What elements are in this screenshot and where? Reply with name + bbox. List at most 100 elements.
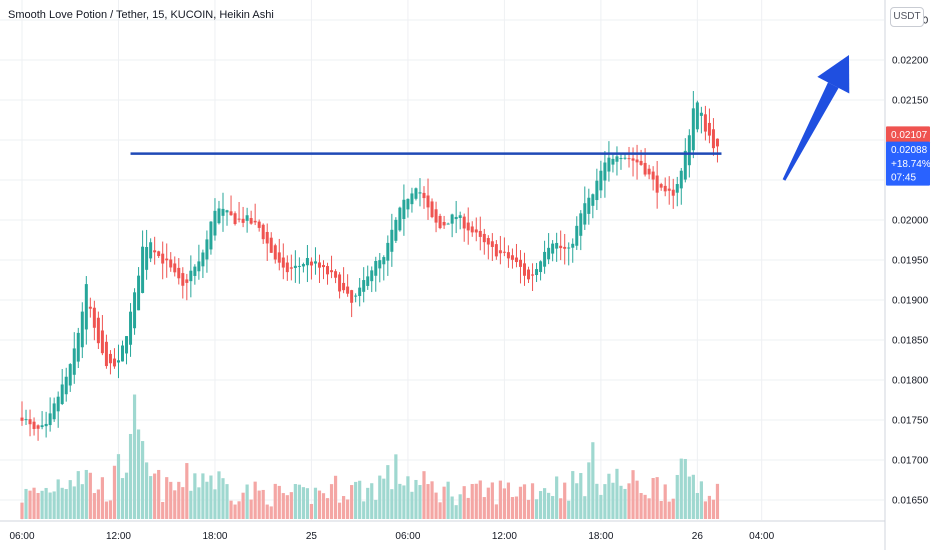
candle-body xyxy=(543,251,547,267)
volume-bar xyxy=(350,485,354,519)
volume-bar xyxy=(382,478,386,519)
candle-body xyxy=(370,270,374,282)
volume-bars xyxy=(20,394,720,519)
price-tick-label: 0.01750 xyxy=(892,416,929,427)
volume-bar xyxy=(205,481,209,519)
candle-body xyxy=(683,150,687,180)
candle-body xyxy=(185,279,189,283)
time-tick-label: 06:00 xyxy=(9,531,34,542)
candle-body xyxy=(639,160,643,165)
candle-body xyxy=(269,237,273,253)
candle-body xyxy=(559,245,563,249)
volume-bar xyxy=(390,489,394,519)
last-price-badge xyxy=(886,126,930,143)
price-scale[interactable]: 0.022500.022000.021500.021000.020500.020… xyxy=(892,16,929,507)
volume-bar xyxy=(161,501,165,519)
time-tick-label: 06:00 xyxy=(395,531,420,542)
volume-bar xyxy=(362,501,366,519)
volume-bar xyxy=(273,483,277,519)
candle-body xyxy=(309,261,313,266)
volume-bar xyxy=(325,498,330,519)
volume-bar xyxy=(627,483,631,519)
candle-body xyxy=(181,273,185,286)
volume-bar xyxy=(575,483,579,519)
candle-body xyxy=(410,193,414,205)
volume-bar xyxy=(281,493,285,519)
candle-body xyxy=(591,194,595,206)
candle-body xyxy=(76,332,80,362)
candle-body xyxy=(482,233,486,243)
candle-body xyxy=(607,157,611,172)
volume-bar xyxy=(474,483,478,519)
candle-body xyxy=(60,384,64,405)
volume-bar xyxy=(96,489,100,519)
volume-bar xyxy=(245,484,249,519)
volume-bar xyxy=(691,474,695,519)
candle-body xyxy=(169,259,173,268)
candle-body xyxy=(24,419,28,421)
candle-body xyxy=(108,353,112,364)
volume-bar xyxy=(667,501,671,519)
arrow-head xyxy=(817,55,850,94)
candle-body xyxy=(635,159,639,163)
volume-bar xyxy=(635,480,639,519)
volume-bar xyxy=(647,498,651,519)
volume-bar xyxy=(591,442,595,519)
candle-body xyxy=(293,265,297,269)
volume-bar xyxy=(229,500,233,519)
candle-body xyxy=(32,421,36,429)
countdown-text: 07:45 xyxy=(891,173,916,184)
time-tick-label: 04:00 xyxy=(749,531,774,542)
volume-bar xyxy=(269,506,273,519)
candle-body xyxy=(225,210,229,213)
candle-body xyxy=(233,213,237,225)
candle-body xyxy=(603,162,607,181)
candle-body xyxy=(44,423,48,427)
candle-body xyxy=(121,345,124,362)
volume-bar xyxy=(438,502,442,519)
grid-lines xyxy=(0,0,886,550)
volume-bar xyxy=(329,484,334,519)
volume-bar xyxy=(675,474,679,519)
candle-body xyxy=(623,157,627,159)
candle-body xyxy=(551,243,555,254)
volume-bar xyxy=(543,488,547,519)
candle-body xyxy=(346,286,350,294)
candle-body xyxy=(52,403,56,420)
volume-bar xyxy=(671,498,675,519)
price-tick-label: 0.02000 xyxy=(892,216,929,227)
volume-bar xyxy=(20,502,24,519)
volume-bar xyxy=(92,493,96,519)
candle-body xyxy=(414,188,418,199)
candle-body xyxy=(112,358,116,367)
candle-body xyxy=(478,230,482,237)
volume-bar xyxy=(28,490,32,519)
volume-bar xyxy=(197,487,201,519)
candle-body xyxy=(715,138,719,147)
volume-bar xyxy=(486,487,490,519)
volume-bar xyxy=(346,499,350,519)
volume-bar xyxy=(587,462,591,519)
volume-bar xyxy=(683,458,687,519)
candle-body xyxy=(563,246,567,249)
volume-bar xyxy=(342,496,346,519)
currency-button[interactable]: USDT xyxy=(890,7,924,27)
candle-body xyxy=(687,135,691,166)
candle-body xyxy=(555,242,559,249)
volume-bar xyxy=(490,482,494,519)
volume-bar xyxy=(124,472,129,519)
volume-bar xyxy=(655,477,659,519)
volume-bar xyxy=(237,501,241,519)
candle-body xyxy=(116,360,120,363)
candle-body xyxy=(699,112,703,116)
candle-body xyxy=(619,157,623,160)
candle-body xyxy=(571,243,575,248)
time-scale[interactable]: 06:00 12:00 18:00 25 06:00 12:00 18:00 26 04:00 xyxy=(9,531,774,542)
volume-bar xyxy=(510,497,515,519)
volume-bar xyxy=(253,481,257,519)
candle-body xyxy=(265,231,269,244)
volume-bar xyxy=(354,481,358,519)
candle-body xyxy=(615,156,619,162)
volume-bar xyxy=(434,492,438,519)
